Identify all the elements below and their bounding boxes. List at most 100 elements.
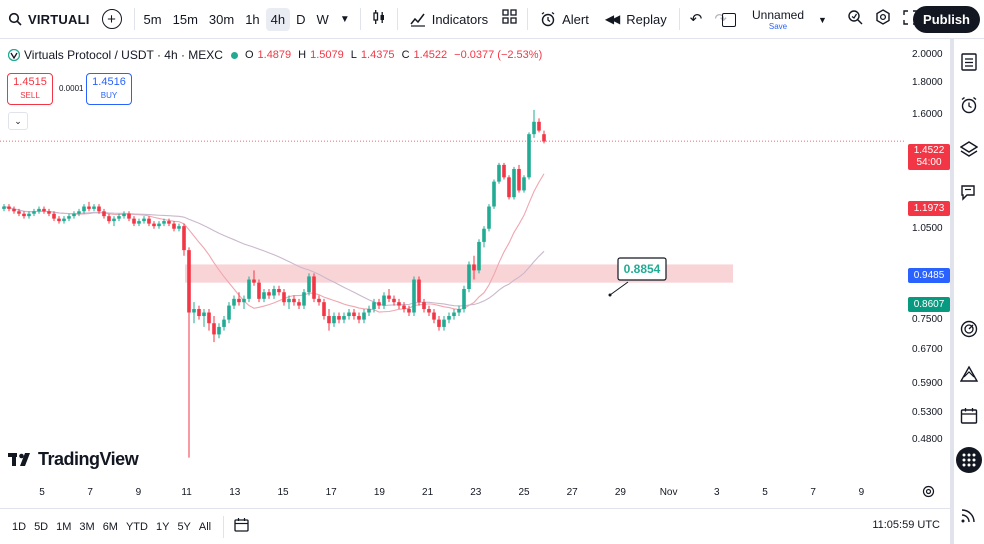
time-tick: 9 xyxy=(858,487,865,498)
collapse-legend-button[interactable]: ⌄ xyxy=(8,112,28,130)
candle-body xyxy=(297,302,301,306)
candle-body xyxy=(57,218,61,222)
settings-gear-icon[interactable] xyxy=(869,9,897,30)
candle-body xyxy=(257,282,261,299)
price-label-red: 1.1973 xyxy=(908,201,950,216)
timeframe-5m[interactable]: 5m xyxy=(143,11,162,27)
price-chart[interactable]: 0.8854 xyxy=(0,39,906,508)
tradingview-logo[interactable]: TradingView xyxy=(8,449,139,470)
candle-body xyxy=(447,316,451,320)
price-tick: 0.5300 xyxy=(912,407,943,419)
timeframe-D[interactable]: D xyxy=(296,11,306,27)
candle-body xyxy=(52,213,56,219)
open-key: O xyxy=(244,49,254,61)
low-value: 1.4375 xyxy=(360,49,395,61)
price-tick: 1.0500 xyxy=(912,222,943,234)
candle-body xyxy=(67,216,71,219)
layers-icon[interactable] xyxy=(954,140,984,163)
virtuals-logo-icon xyxy=(8,49,20,61)
candle-body xyxy=(172,223,176,229)
alerts-clock-icon[interactable] xyxy=(954,96,984,119)
candles-icon[interactable] xyxy=(365,9,393,30)
timeframe-4h[interactable]: 4h xyxy=(265,7,291,31)
timeframe-30m[interactable]: 30m xyxy=(208,11,235,27)
candle-body xyxy=(277,289,281,293)
more-apps-grid-icon[interactable] xyxy=(956,447,982,473)
range-ytd[interactable]: YTD xyxy=(125,520,148,533)
range-5d[interactable]: 5D xyxy=(34,520,49,533)
chevron-down-icon[interactable]: ▼ xyxy=(339,13,350,25)
calendar-range-icon[interactable] xyxy=(234,517,249,537)
alert-button[interactable]: Alert xyxy=(532,0,597,39)
sell-button[interactable]: 1.4515 SELL xyxy=(7,73,53,105)
candle-body xyxy=(472,264,476,271)
range-1m[interactable]: 1M xyxy=(56,520,72,533)
price-tick: 0.4800 xyxy=(912,434,943,446)
redo-icon[interactable]: ↷ xyxy=(714,11,727,28)
range-3m[interactable]: 3M xyxy=(79,520,95,533)
calendar-icon[interactable] xyxy=(954,407,984,430)
range-1y[interactable]: 1Y xyxy=(155,520,170,533)
range-all[interactable]: All xyxy=(198,520,212,533)
candle-body xyxy=(302,292,306,306)
target-icon[interactable] xyxy=(954,320,984,343)
ideas-triangle-icon[interactable] xyxy=(954,365,984,388)
quick-search-icon[interactable] xyxy=(841,9,869,30)
annotation-anchor xyxy=(608,293,612,297)
layouts-grid-icon[interactable] xyxy=(496,9,523,29)
time-tick: 25 xyxy=(518,487,530,498)
candle-body xyxy=(512,168,516,198)
candle-body xyxy=(37,208,41,212)
candle-body xyxy=(262,292,266,299)
candle-body xyxy=(77,211,81,214)
timeframe-15m[interactable]: 15m xyxy=(172,11,198,27)
candle-body xyxy=(422,302,426,310)
range-1d[interactable]: 1D xyxy=(12,520,27,533)
price-tick: 0.7500 xyxy=(912,313,943,325)
undo-icon[interactable]: ↶ xyxy=(689,11,703,28)
replay-button[interactable]: ◀◀ Replay xyxy=(604,11,667,27)
signal-icon[interactable] xyxy=(954,506,984,529)
layout-name-button[interactable]: Unnamed Save ▼ xyxy=(714,9,833,31)
separator xyxy=(527,8,529,30)
timeframe-W[interactable]: W xyxy=(316,11,329,27)
range-5y[interactable]: 5Y xyxy=(177,520,191,533)
timeframe-1h[interactable]: 1h xyxy=(245,11,260,27)
range-6m[interactable]: 6M xyxy=(102,520,118,533)
support-zone xyxy=(185,264,733,283)
watchlist-icon[interactable] xyxy=(954,53,984,76)
add-symbol-button[interactable]: + xyxy=(101,9,122,29)
high-value: 1.5079 xyxy=(310,49,344,61)
change-value: −0.0377 (−2.53%) xyxy=(454,49,543,61)
chat-icon[interactable] xyxy=(954,184,984,207)
candle-body xyxy=(107,216,111,222)
spread-value: 0.0001 xyxy=(59,84,84,93)
buy-button[interactable]: 1.4516 BUY xyxy=(86,73,132,105)
candle-body xyxy=(192,309,196,313)
candle-body xyxy=(147,218,151,224)
symbol-search[interactable]: VIRTUALI xyxy=(0,0,98,39)
current-price-label: 1.4522 54:00 xyxy=(908,144,950,170)
price-tick: 1.6000 xyxy=(912,108,943,120)
candle-body xyxy=(527,134,531,178)
candle-body xyxy=(287,298,291,303)
indicators-button[interactable]: Indicators xyxy=(402,0,496,39)
candle-body xyxy=(92,206,96,209)
candle-body xyxy=(452,312,456,317)
time-tick: 3 xyxy=(714,487,720,498)
candle-body xyxy=(492,181,496,207)
time-tick: 7 xyxy=(87,487,93,498)
candle-body xyxy=(542,134,546,142)
symbol-title[interactable]: Virtuals Protocol / USDT · 4h · MEXC xyxy=(24,48,223,62)
axis-settings-icon[interactable] xyxy=(922,485,935,503)
publish-button[interactable]: Publish xyxy=(913,6,980,33)
utc-clock[interactable]: 11:05:59 UTC xyxy=(872,519,940,531)
candle-body xyxy=(97,206,101,212)
candle-body xyxy=(432,312,436,320)
candle-body xyxy=(167,221,171,224)
candle-body xyxy=(497,164,501,182)
time-tick: 13 xyxy=(229,487,241,498)
price-axis[interactable]: 2.0000 1.8000 1.6000 1.0500 0.7500 0.6700 0.59… xyxy=(906,39,950,482)
candle-body xyxy=(197,309,201,317)
candle-body xyxy=(122,213,126,217)
